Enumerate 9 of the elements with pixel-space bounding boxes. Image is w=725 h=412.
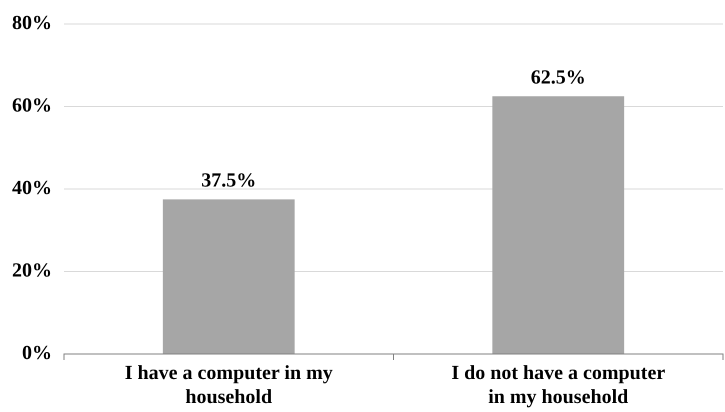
y-tick-label: 80% [12, 12, 52, 34]
y-tick-label: 0% [22, 342, 52, 364]
y-tick-label: 60% [12, 94, 52, 117]
y-tick-label: 40% [12, 177, 52, 200]
x-tick-label: I have a computer in my household [124, 362, 333, 408]
data-label: 37.5% [201, 169, 256, 192]
data-label: 62.5% [530, 66, 586, 88]
y-tick-label: 20% [12, 260, 52, 282]
x-tick-label: I do not have a computer in my household [451, 362, 666, 408]
